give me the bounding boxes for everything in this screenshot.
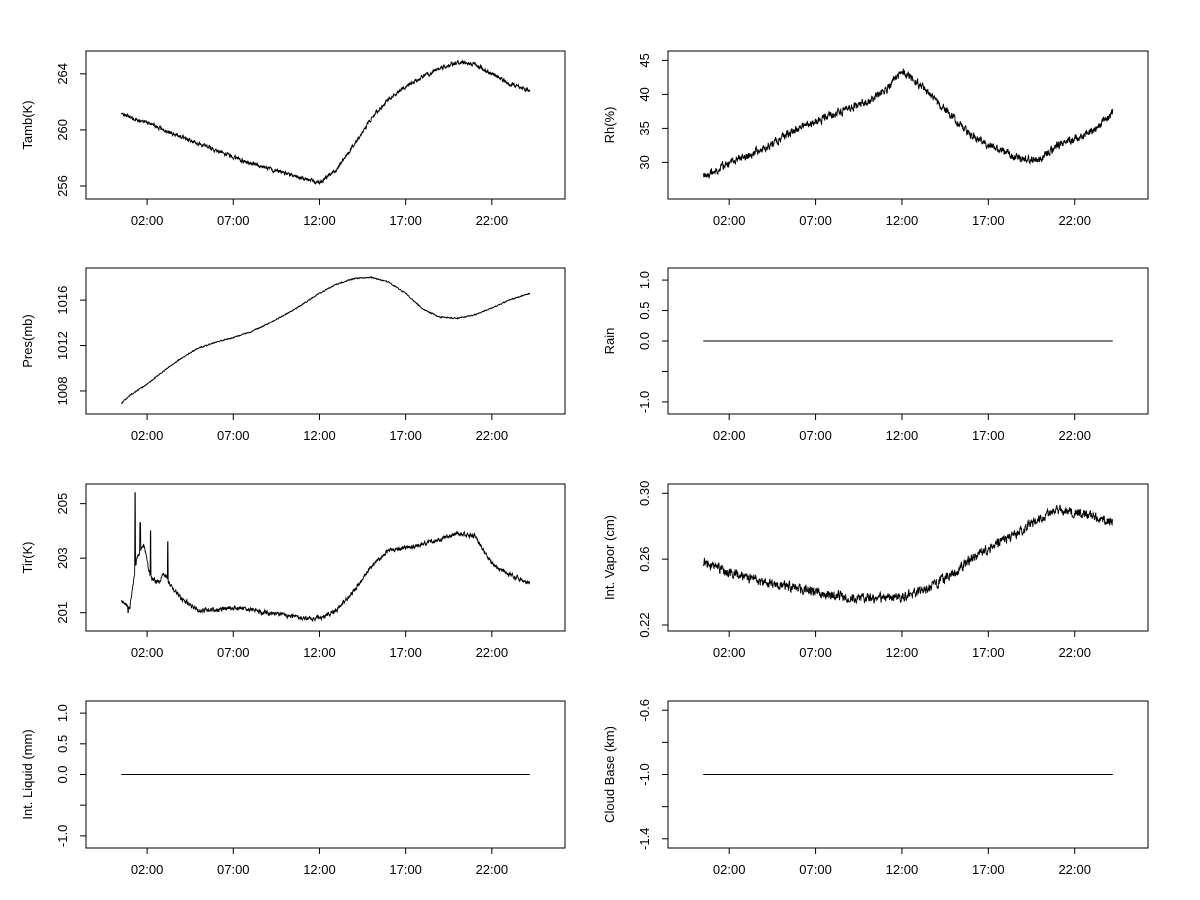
panels-group: 02:00 07:00 12:00 17:00 22:00 256 260 264 Tamb(K… <box>20 50 1149 877</box>
y-tick-label: 0.5 <box>637 302 652 320</box>
y-tick-label: 1.0 <box>55 704 70 722</box>
x-tick-label: 22:00 <box>1058 862 1091 877</box>
x-tick-label: 02:00 <box>131 862 164 877</box>
x-tick-label: 17:00 <box>972 428 1005 443</box>
y-tick-label: 256 <box>55 175 70 197</box>
x-tick-label: 12:00 <box>303 862 336 877</box>
plot-frame <box>85 267 566 415</box>
plot-frame <box>85 483 566 632</box>
x-tick-label: 02:00 <box>713 213 746 228</box>
x-tick-label: 02:00 <box>131 428 164 443</box>
y-tick-label: -1.0 <box>637 763 652 785</box>
panel-tir: 02:00 07:00 12:00 17:00 22:00 201 203 205 Tir(K) <box>20 483 566 660</box>
x-tick-label: 17:00 <box>389 213 422 228</box>
y-tick-label: -0.6 <box>637 699 652 721</box>
x-tick-label: 17:00 <box>972 213 1005 228</box>
x-tick-label: 12:00 <box>303 645 336 660</box>
x-tick-label: 07:00 <box>799 862 832 877</box>
y-axis-label: Pres(mb) <box>20 314 35 367</box>
y-tick-label: 0.0 <box>55 765 70 783</box>
y-tick-label: 205 <box>55 493 70 515</box>
plot-frame <box>85 50 566 200</box>
x-tick-label: 22:00 <box>476 428 509 443</box>
y-tick-label: -1.0 <box>55 825 70 847</box>
x-tick-label: 12:00 <box>886 428 919 443</box>
y-axis-label: Tamb(K) <box>20 100 35 149</box>
x-tick-label: 07:00 <box>799 428 832 443</box>
plot-frame <box>667 483 1149 632</box>
y-tick-label: 1016 <box>55 286 70 315</box>
panel-pres: 02:00 07:00 12:00 17:00 22:00 1008 1012 1016 Pre… <box>20 267 566 443</box>
x-tick-label: 07:00 <box>217 645 250 660</box>
y-tick-label: 264 <box>55 63 70 85</box>
panel-rh: 02:00 07:00 12:00 17:00 22:00 30 35 40 45 Rh(%) <box>602 50 1149 228</box>
panel-tamb: 02:00 07:00 12:00 17:00 22:00 256 260 264 Tamb(K… <box>20 50 566 228</box>
x-tick-label: 22:00 <box>1058 645 1091 660</box>
series-line-rh <box>702 68 1114 179</box>
y-axis-label: Cloud Base (km) <box>602 726 617 823</box>
y-tick-label: 0.26 <box>637 546 652 571</box>
series-line-tir <box>120 492 531 623</box>
x-tick-label: 12:00 <box>886 862 919 877</box>
plot-frame <box>667 50 1149 200</box>
x-tick-label: 07:00 <box>217 428 250 443</box>
x-tick-label: 17:00 <box>972 862 1005 877</box>
panel-vapor: 02:00 07:00 12:00 17:00 22:00 0.22 0.26 0.30 Int… <box>602 481 1149 660</box>
y-axis-label: Int. Vapor (cm) <box>602 515 617 600</box>
y-tick-label: 35 <box>637 121 652 135</box>
series-line-vapor <box>702 504 1114 605</box>
x-tick-label: 22:00 <box>476 862 509 877</box>
y-tick-label: 0.22 <box>637 612 652 637</box>
y-tick-label: 260 <box>55 119 70 141</box>
y-tick-label: 201 <box>55 602 70 624</box>
x-tick-label: 12:00 <box>886 213 919 228</box>
x-tick-label: 22:00 <box>476 645 509 660</box>
y-axis-label: Rain <box>602 328 617 355</box>
series-line-tamb <box>120 59 531 186</box>
y-axis-label: Rh(%) <box>602 107 617 144</box>
x-tick-label: 02:00 <box>131 213 164 228</box>
y-tick-label: 0.30 <box>637 481 652 506</box>
x-tick-label: 22:00 <box>1058 428 1091 443</box>
x-tick-label: 17:00 <box>389 862 422 877</box>
y-tick-label: 45 <box>637 53 652 67</box>
x-tick-label: 17:00 <box>389 645 422 660</box>
y-tick-label: 0.5 <box>55 735 70 753</box>
y-tick-label: 1012 <box>55 331 70 360</box>
y-tick-label: 40 <box>637 87 652 101</box>
x-tick-label: 12:00 <box>303 213 336 228</box>
y-tick-label: 1.0 <box>637 271 652 289</box>
y-tick-label: 203 <box>55 547 70 569</box>
x-tick-label: 07:00 <box>217 213 250 228</box>
x-tick-label: 22:00 <box>1058 213 1091 228</box>
series-line-pres <box>121 275 531 405</box>
x-tick-label: 12:00 <box>303 428 336 443</box>
x-tick-label: 12:00 <box>886 645 919 660</box>
y-axis-label: Int. Liquid (mm) <box>20 729 35 819</box>
y-tick-label: -1.0 <box>637 391 652 413</box>
y-tick-label: 0.0 <box>637 332 652 350</box>
panel-cloudbase: 02:00 07:00 12:00 17:00 22:00 -1.4 -1.0 -0.6 Clo… <box>602 699 1149 877</box>
x-tick-label: 07:00 <box>799 213 832 228</box>
panel-rain: 02:00 07:00 12:00 17:00 22:00 -1.0 0.0 0.5 1.0 Ra… <box>602 267 1149 443</box>
x-tick-label: 02:00 <box>713 862 746 877</box>
x-tick-label: 22:00 <box>476 213 509 228</box>
x-tick-label: 02:00 <box>713 428 746 443</box>
y-tick-label: 30 <box>637 155 652 169</box>
x-tick-label: 17:00 <box>972 645 1005 660</box>
y-axis-label: Tir(K) <box>20 541 35 573</box>
x-tick-label: 17:00 <box>389 428 422 443</box>
x-tick-label: 07:00 <box>799 645 832 660</box>
y-tick-label: 1008 <box>55 377 70 406</box>
x-tick-label: 02:00 <box>131 645 164 660</box>
y-tick-label: -1.4 <box>637 828 652 850</box>
x-tick-label: 02:00 <box>713 645 746 660</box>
x-tick-label: 07:00 <box>217 862 250 877</box>
panel-liquid: 02:00 07:00 12:00 17:00 22:00 -1.0 0.0 0.5 1.0 In… <box>20 700 566 877</box>
